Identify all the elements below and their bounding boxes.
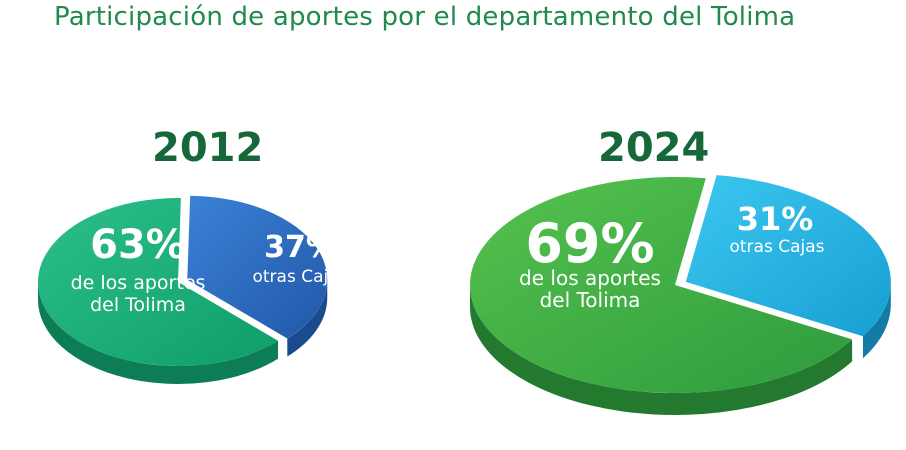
slice-2024-main-side	[470, 285, 853, 415]
pct-2012-otras: 37%	[264, 230, 336, 265]
pct-2024-otras: 31%	[737, 200, 814, 238]
label-2012-tolima-line1: de los aportes	[71, 272, 206, 294]
pct-2012-tolima: 63%	[90, 222, 186, 268]
pie-2024: 69% de los aportes del Tolima 31% otras …	[469, 175, 891, 415]
label-2024-tolima-line1: de los aportes	[519, 266, 661, 290]
chart-title: Participación de aportes por el departam…	[54, 2, 796, 32]
pie-2012: 63% de los aportes del Tolima 37% otras …	[37, 195, 348, 384]
slice-2012-tolima	[37, 198, 279, 367]
label-2024-otras: otras Cajas	[729, 237, 824, 257]
slice-2024-other-side	[862, 281, 891, 359]
label-2012-otras: otras Cajas	[252, 267, 347, 287]
label-2024-tolima-line2: del Tolima	[540, 288, 641, 312]
slice-2012-otras-cajas	[187, 195, 328, 339]
slice-2012-other-side	[287, 279, 328, 357]
label-2012-tolima-line2: del Tolima	[90, 294, 186, 316]
year-label-2024: 2024	[598, 125, 710, 171]
slice-2024-tolima	[469, 177, 853, 394]
pct-2024-tolima: 69%	[525, 212, 654, 275]
slice-2012-main-side	[38, 282, 279, 384]
year-label-2012: 2012	[152, 125, 264, 171]
slice-2024-otras-cajas	[685, 175, 891, 337]
